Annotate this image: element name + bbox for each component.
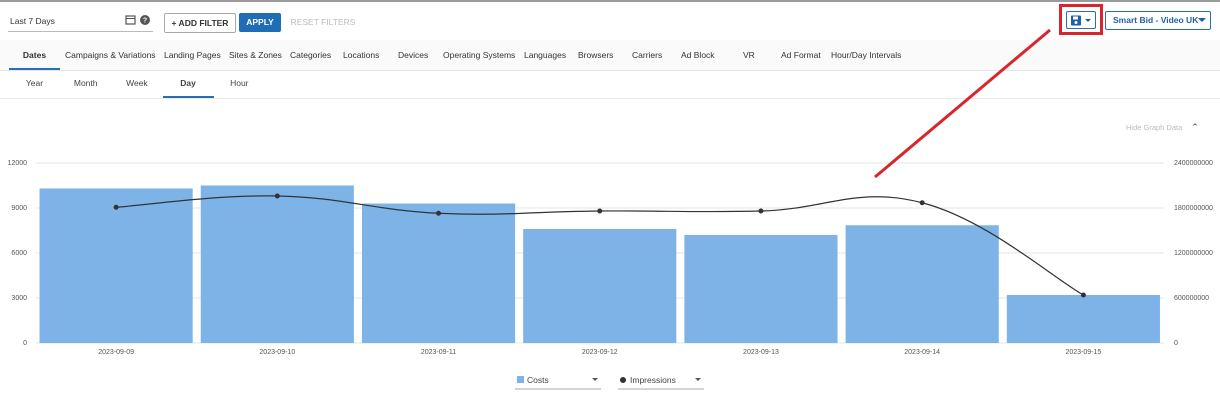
- tab[interactable]: Categories: [290, 50, 332, 60]
- tabs-bar: [0, 40, 1220, 71]
- point: [597, 208, 603, 214]
- point: [1080, 292, 1086, 298]
- bar: [200, 185, 354, 343]
- hide-graph-link[interactable]: Hide Graph Data ⌃: [1126, 122, 1199, 133]
- bar: [361, 203, 516, 343]
- save-button[interactable]: [1066, 11, 1096, 29]
- tab[interactable]: Browsers: [578, 50, 614, 60]
- y2-tick-label: 1200000000: [1174, 250, 1213, 257]
- point: [919, 200, 925, 206]
- account-name: Smart Bid - Video UK: [1113, 15, 1199, 25]
- x-tick-label: 2023-09-12: [582, 349, 618, 356]
- tab[interactable]: Languages: [524, 50, 567, 60]
- apply-button[interactable]: APPLY: [239, 13, 281, 32]
- y2-tick-label: 0: [1174, 340, 1178, 347]
- point: [436, 210, 442, 216]
- account-select[interactable]: Smart Bid - Video UK: [1105, 11, 1211, 30]
- x-tick-label: 2023-09-11: [421, 349, 456, 356]
- hide-graph-text: Hide Graph Data: [1126, 123, 1183, 132]
- tab[interactable]: Ad Format: [781, 50, 821, 60]
- svg-text:?: ?: [143, 17, 147, 24]
- y-tick-label: 0: [23, 340, 27, 347]
- top-border: [0, 0, 1220, 2]
- x-tick-label: 2023-09-10: [259, 349, 295, 356]
- highlight-box: [1059, 4, 1103, 35]
- tab[interactable]: Ad Block: [681, 50, 715, 60]
- y2-tick-label: 2400000000: [1174, 160, 1213, 167]
- bar: [1006, 295, 1160, 343]
- date-range: Last 7 Days: [10, 16, 55, 26]
- tab[interactable]: VR: [743, 50, 755, 60]
- subtab[interactable]: Month: [73, 78, 98, 88]
- tab[interactable]: Operating Systems: [443, 50, 516, 60]
- y-tick-label: 12000: [8, 160, 28, 167]
- x-tick-label: 2023-09-15: [1065, 349, 1101, 356]
- bar: [845, 225, 999, 343]
- separator: [0, 98, 1220, 99]
- x-tick-label: 2023-09-09: [98, 349, 134, 356]
- tab[interactable]: Devices: [398, 50, 429, 60]
- point: [113, 204, 119, 210]
- tab[interactable]: Dates: [9, 44, 60, 70]
- annotation-arrow: [874, 28, 1051, 179]
- point: [758, 208, 764, 214]
- tab[interactable]: Sites & Zones: [229, 50, 282, 60]
- add-filter-button[interactable]: + ADD FILTER: [164, 13, 236, 33]
- bar: [684, 235, 838, 343]
- tab[interactable]: Hour/Day Intervals: [831, 50, 902, 60]
- legend-swatch: [517, 376, 524, 383]
- legend-label: Costs: [527, 375, 549, 385]
- bar: [523, 229, 677, 343]
- tab[interactable]: Campaigns & Variations: [65, 50, 156, 60]
- x-tick-label: 2023-09-13: [743, 349, 779, 356]
- legend-swatch: [620, 377, 626, 383]
- reset-filters-button[interactable]: RESET FILTERS: [290, 17, 356, 27]
- legend-dropdown: [695, 378, 701, 381]
- save-icon: [1071, 15, 1091, 26]
- subtab[interactable]: Week: [126, 78, 148, 88]
- dropdown-arrow: [1198, 18, 1206, 22]
- collapse-icon: ⌃: [1191, 122, 1199, 132]
- y2-tick-label: 600000000: [1174, 295, 1209, 302]
- bar: [39, 188, 193, 343]
- y2-tick-label: 1800000000: [1174, 205, 1213, 212]
- legend-label: Impressions: [630, 375, 676, 385]
- subtab[interactable]: Year: [25, 78, 44, 88]
- date-input[interactable]: Last 7 Days ?: [8, 11, 153, 32]
- subtab[interactable]: Hour: [230, 78, 249, 88]
- y-tick-label: 6000: [11, 250, 27, 257]
- legend-dropdown: [592, 378, 598, 381]
- y-tick-label: 3000: [11, 295, 27, 302]
- tab[interactable]: Carriers: [632, 50, 663, 60]
- subtab[interactable]: Day: [162, 72, 214, 98]
- tab[interactable]: Locations: [343, 50, 380, 60]
- y-tick-label: 9000: [11, 205, 27, 212]
- date-icons: ?: [125, 15, 150, 25]
- tab[interactable]: Landing Pages: [164, 50, 221, 60]
- x-tick-label: 2023-09-14: [904, 349, 940, 356]
- point: [274, 193, 280, 199]
